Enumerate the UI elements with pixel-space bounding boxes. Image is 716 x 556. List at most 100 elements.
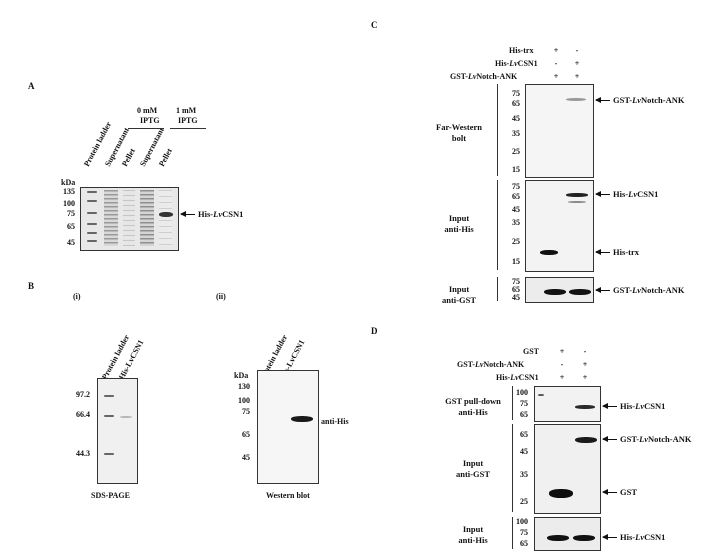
d-blot2-m25: 25 xyxy=(520,497,528,506)
c-blot3-band2 xyxy=(569,289,591,295)
c-blot1-m25: 25 xyxy=(512,147,520,156)
d-row1-label: GST xyxy=(523,347,540,356)
d-row3-sign2: + xyxy=(582,373,588,382)
c-blot1-bracket xyxy=(497,84,498,176)
gel-a-lane-pellet xyxy=(123,190,135,246)
d-blot3 xyxy=(534,517,601,551)
d-blot1-m65: 65 xyxy=(520,410,528,419)
d-blot1-band-his-lvcsn1 xyxy=(575,405,595,409)
c-blot2-band-his-trx xyxy=(540,250,558,255)
c-blot2-arrow2-label: His-trx xyxy=(613,247,639,257)
d-blot3-arrow-label: His-LvCSN1 xyxy=(620,532,666,542)
marker-45: 45 xyxy=(67,238,75,247)
c-blot2-m75: 75 xyxy=(512,182,520,191)
lane-label-pellet-1mm: Pellet xyxy=(157,146,174,168)
b-ii-marker-130: 130 xyxy=(238,382,250,391)
b-ii-marker-45: 45 xyxy=(242,453,250,462)
d-blot1-m100: 100 xyxy=(516,388,528,397)
b-i-marker-44: 44.3 xyxy=(76,449,90,458)
panel-b-sub-ii: (ii) xyxy=(216,292,226,301)
gel-a-band-his-lvcsn1 xyxy=(159,212,173,217)
d-blot1-side-label: GST pull-down anti-His xyxy=(445,396,501,417)
group-0mm-line2: IPTG xyxy=(140,116,160,125)
c-blot2-arrow1 xyxy=(595,191,610,197)
kda-label-a: kDa xyxy=(61,178,76,187)
b-ii-caption: Western blot xyxy=(266,491,310,500)
d-blot3-bracket xyxy=(512,517,513,549)
c-row1-label: His-trx xyxy=(509,46,534,55)
c-blot2-band-his-lvcsn1 xyxy=(566,193,588,197)
lane-label-pellet-0mm: Pellet xyxy=(120,146,137,168)
d-blot2-arrow1-label: GST-LvNotch-ANK xyxy=(620,434,692,444)
c-row2-sign1: - xyxy=(554,59,558,68)
d-blot3-m75: 75 xyxy=(520,528,528,537)
c-blot2-arrow2 xyxy=(595,249,610,255)
panel-c-label: C xyxy=(371,20,378,30)
gel-a-lane-supernatant xyxy=(104,190,118,246)
d-row2-sign1: - xyxy=(560,360,564,369)
gel-a xyxy=(80,187,179,251)
c-blot1-m35: 35 xyxy=(512,129,520,138)
d-blot2-arrow2 xyxy=(602,489,617,495)
group-0mm-line1: 0 mM xyxy=(137,106,158,115)
c-blot2-m35: 35 xyxy=(512,218,520,227)
group-1mm-underline xyxy=(170,128,206,129)
d-blot1-band-ladder xyxy=(538,394,544,396)
b-ii-marker-65: 65 xyxy=(242,430,250,439)
c-blot1-side-label: Far-Western bolt xyxy=(436,122,482,143)
c-blot1-m15: 15 xyxy=(512,165,520,174)
c-row1-sign1: + xyxy=(553,46,559,55)
c-blot2-m45: 45 xyxy=(512,205,520,214)
panel-b-label: B xyxy=(28,281,35,291)
c-blot3-m65: 65 xyxy=(512,285,520,294)
c-blot1-band xyxy=(566,98,586,101)
d-blot2-arrow2-label: GST xyxy=(620,487,638,497)
blot-b-ii-band xyxy=(291,416,313,422)
c-blot2-m15: 15 xyxy=(512,257,520,266)
gel-a-lane-pellet-induced xyxy=(159,190,172,246)
gel-a-ladder xyxy=(87,188,97,248)
b-ii-marker-100: 100 xyxy=(238,396,250,405)
c-blot1-m75: 75 xyxy=(512,89,520,98)
c-row3-label: GST-LvNotch-ANK xyxy=(450,72,518,81)
d-row2-label: GST-LvNotch-ANK xyxy=(457,360,525,369)
d-row3-sign1: + xyxy=(559,373,565,382)
b-ii-kda: kDa xyxy=(234,371,249,380)
d-blot2-band-gst xyxy=(549,489,573,498)
c-blot2-m65: 65 xyxy=(512,192,520,201)
d-blot3-m100: 100 xyxy=(516,517,528,526)
c-blot3-m45: 45 xyxy=(512,293,520,302)
marker-75: 75 xyxy=(67,209,75,218)
d-row2-sign2: + xyxy=(582,360,588,369)
d-blot3-arrow xyxy=(602,534,617,540)
b-i-marker-66: 66.4 xyxy=(76,410,90,419)
c-row2-label: His-LvCSN1 xyxy=(495,59,538,68)
b-i-caption: SDS-PAGE xyxy=(91,491,130,500)
d-blot1-m75: 75 xyxy=(520,399,528,408)
d-blot3-band2 xyxy=(573,535,595,541)
c-row1-sign2: - xyxy=(575,46,579,55)
blot-b-ii xyxy=(257,370,319,484)
d-blot1-bracket xyxy=(512,386,513,420)
d-blot1-arrow-label: His-LvCSN1 xyxy=(620,401,666,411)
c-blot3-arrow-label: GST-LvNotch-ANK xyxy=(613,285,685,295)
d-blot2-side-label: Input anti-GST xyxy=(455,458,490,479)
group-1mm-line1: 1 mM xyxy=(176,106,197,115)
d-row3-label: His-LvCSN1 xyxy=(496,373,539,382)
c-row3-sign1: + xyxy=(553,72,559,81)
d-blot2 xyxy=(534,424,601,514)
c-blot3-m75: 75 xyxy=(512,277,520,286)
gel-b-i xyxy=(97,378,138,484)
c-blot3 xyxy=(525,277,594,303)
c-blot2-m25: 25 xyxy=(512,237,520,246)
c-blot1-arrow-label: GST-LvNotch-ANK xyxy=(613,95,685,105)
marker-65: 65 xyxy=(67,222,75,231)
panel-b-sub-i: (i) xyxy=(73,292,81,301)
d-blot2-m45: 45 xyxy=(520,447,528,456)
d-row1-sign1: + xyxy=(559,347,565,356)
label-a-his-lvcsn1: His-LvCSN1 xyxy=(198,209,244,219)
gel-b-i-ladder xyxy=(104,379,114,479)
group-1mm-line2: IPTG xyxy=(178,116,198,125)
b-ii-marker-75: 75 xyxy=(242,407,250,416)
d-blot2-bracket xyxy=(512,424,513,512)
